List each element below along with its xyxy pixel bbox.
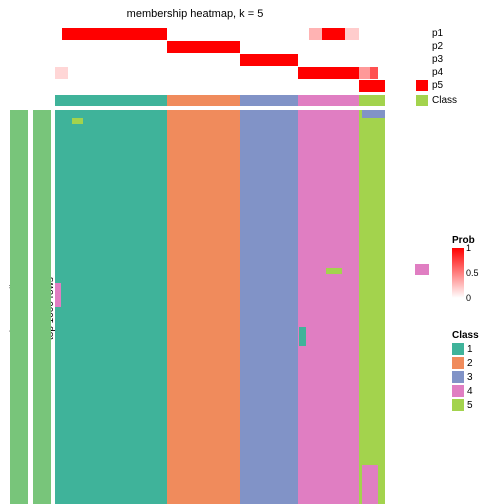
rows-bar bbox=[33, 110, 51, 504]
class-swatch bbox=[416, 95, 428, 106]
plot-title: membership heatmap, k = 5 bbox=[0, 8, 390, 20]
prob-legend-title: Prob bbox=[452, 235, 475, 246]
prob-tick: 1 bbox=[466, 243, 471, 253]
row-label: p4 bbox=[432, 67, 443, 78]
prob-tick: 0 bbox=[466, 293, 471, 303]
class-legend-label: 2 bbox=[467, 358, 473, 369]
class-legend-item: 4 bbox=[452, 385, 479, 397]
row-label: p2 bbox=[432, 41, 443, 52]
class-legend-label: 5 bbox=[467, 400, 473, 411]
row-label: p1 bbox=[432, 28, 443, 39]
prob-gradient bbox=[452, 248, 464, 298]
class-swatch-icon bbox=[452, 385, 464, 397]
heatmap-body bbox=[55, 110, 385, 504]
prob-row bbox=[55, 28, 385, 40]
class-legend-label: 3 bbox=[467, 372, 473, 383]
class-legend-label: 1 bbox=[467, 344, 473, 355]
class-legend-title: Class bbox=[452, 330, 479, 341]
class-swatch-icon bbox=[452, 343, 464, 355]
prob-row bbox=[55, 41, 385, 53]
prob-legend: Prob 10.50 bbox=[452, 235, 475, 300]
prob-tick: 0.5 bbox=[466, 268, 479, 278]
class-row-label: Class bbox=[432, 95, 457, 106]
prob-row bbox=[55, 54, 385, 66]
class-legend-label: 4 bbox=[467, 386, 473, 397]
class-legend-item: 5 bbox=[452, 399, 479, 411]
class-bar bbox=[55, 95, 385, 106]
class-swatch-icon bbox=[452, 357, 464, 369]
prob-row bbox=[55, 80, 385, 92]
right-annotation-strip bbox=[415, 110, 429, 504]
row-label: p5 bbox=[432, 80, 443, 91]
sampling-bar bbox=[10, 110, 28, 504]
class-legend-item: 1 bbox=[452, 343, 479, 355]
p5-swatch bbox=[416, 80, 428, 91]
class-legend-item: 2 bbox=[452, 357, 479, 369]
class-swatch-icon bbox=[452, 371, 464, 383]
class-swatch-icon bbox=[452, 399, 464, 411]
class-legend: Class 1 2 3 4 5 bbox=[452, 330, 479, 411]
prob-row bbox=[55, 67, 385, 79]
class-legend-item: 3 bbox=[452, 371, 479, 383]
row-label: p3 bbox=[432, 54, 443, 65]
